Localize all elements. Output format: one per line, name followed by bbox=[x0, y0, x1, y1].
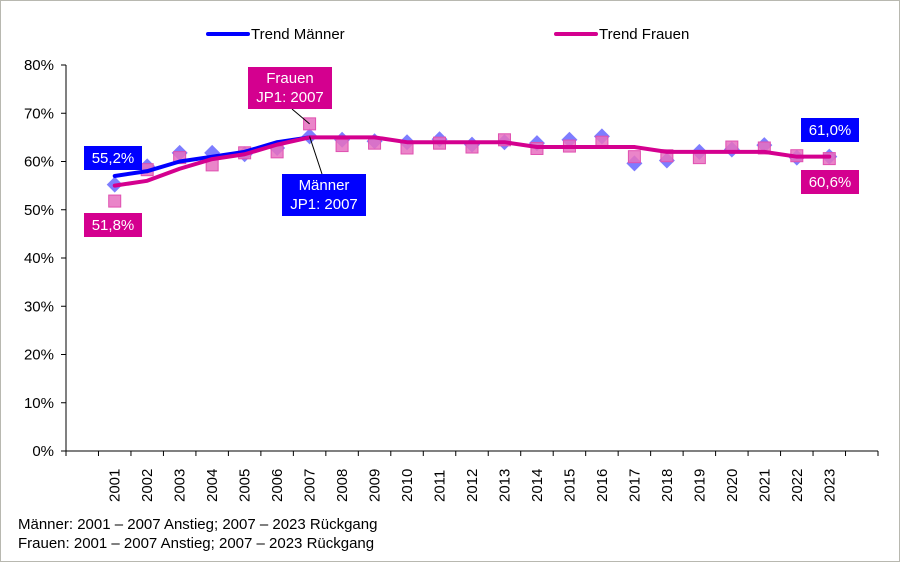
footnote-maenner: Männer: 2001 – 2007 Anstieg; 2007 – 2023… bbox=[18, 516, 378, 533]
frauen-marker bbox=[627, 150, 641, 164]
x-tick-label: 2007 bbox=[302, 469, 319, 502]
x-tick-label: 2001 bbox=[107, 469, 124, 502]
y-tick-label: 60% bbox=[24, 154, 54, 171]
x-tick-label: 2014 bbox=[529, 469, 546, 502]
x-tick-label: 2019 bbox=[691, 469, 708, 502]
callout-box-m-2001 bbox=[84, 146, 142, 170]
callout-text: Männer bbox=[299, 177, 350, 194]
x-tick-label: 2012 bbox=[464, 469, 481, 502]
trend-lines bbox=[112, 135, 832, 188]
x-tick-label: 2021 bbox=[756, 469, 773, 502]
callout-box-m-jp1 bbox=[282, 174, 366, 216]
callout-box-f-2001 bbox=[84, 213, 142, 237]
x-tick-label: 2023 bbox=[821, 469, 838, 502]
footnote-frauen: Frauen: 2001 – 2007 Anstieg; 2007 – 2023… bbox=[18, 535, 375, 552]
callout-box-f-2023 bbox=[801, 170, 859, 194]
callouts: 55,2% 51,8% Frauen JP1: 2007 Männer JP1: 2007… bbox=[84, 67, 859, 237]
callout-text: JP1: 2007 bbox=[290, 196, 358, 213]
x-tick-label: 2009 bbox=[367, 469, 384, 502]
x-tick-label: 2022 bbox=[789, 469, 806, 502]
x-tick-label: 2002 bbox=[139, 469, 156, 502]
data-markers bbox=[106, 117, 838, 208]
y-tick-label: 0% bbox=[32, 443, 54, 460]
callout-leader bbox=[291, 108, 310, 125]
callout-box-m-2023 bbox=[801, 118, 859, 142]
y-tick-label: 30% bbox=[24, 298, 54, 315]
x-tick-label: 2003 bbox=[172, 469, 189, 502]
x-tick-label: 2016 bbox=[594, 469, 611, 502]
legend-label: Trend Frauen bbox=[599, 26, 689, 43]
callout-leader bbox=[309, 136, 323, 175]
callout-text: 61,0% bbox=[809, 122, 852, 139]
x-tick-label: 2006 bbox=[269, 469, 286, 502]
x-tick-label: 2013 bbox=[496, 469, 513, 502]
x-tick-label: 2020 bbox=[724, 469, 741, 502]
callout-text: JP1: 2007 bbox=[256, 89, 324, 106]
x-tick-label: 2017 bbox=[626, 469, 643, 502]
y-tick-label: 50% bbox=[24, 202, 54, 219]
frauen-marker bbox=[335, 139, 349, 153]
y-tick-label: 70% bbox=[24, 105, 54, 122]
x-tick-label: 2011 bbox=[432, 470, 449, 502]
x-tick-label: 2008 bbox=[334, 469, 351, 502]
axes: 0% 10% 20% 30% 40% 50% 60% 70% 80% 2001 2002 2003 20… bbox=[24, 57, 879, 502]
callout-text: 60,6% bbox=[809, 174, 852, 191]
y-tick-label: 20% bbox=[24, 347, 54, 364]
callout-text: 55,2% bbox=[92, 150, 135, 167]
x-tick-label: 2015 bbox=[561, 469, 578, 502]
y-tick-label: 10% bbox=[24, 395, 54, 412]
frauen-marker bbox=[108, 194, 122, 208]
x-tick-label: 2010 bbox=[399, 469, 416, 502]
trend-line-frauen bbox=[112, 135, 832, 188]
callout-box-f-jp1 bbox=[248, 67, 332, 109]
x-tick-label: 2004 bbox=[204, 469, 221, 502]
callout-text: Frauen bbox=[266, 70, 314, 87]
x-tick-label: 2018 bbox=[659, 469, 676, 502]
legend-label: Trend Männer bbox=[251, 26, 345, 43]
legend: Trend Männer Trend Frauen bbox=[206, 26, 689, 43]
x-tick-label: 2005 bbox=[237, 469, 254, 502]
y-tick-label: 80% bbox=[24, 57, 54, 74]
callout-text: 51,8% bbox=[92, 217, 135, 234]
y-tick-label: 40% bbox=[24, 250, 54, 267]
trend-line-maenner bbox=[112, 135, 312, 178]
